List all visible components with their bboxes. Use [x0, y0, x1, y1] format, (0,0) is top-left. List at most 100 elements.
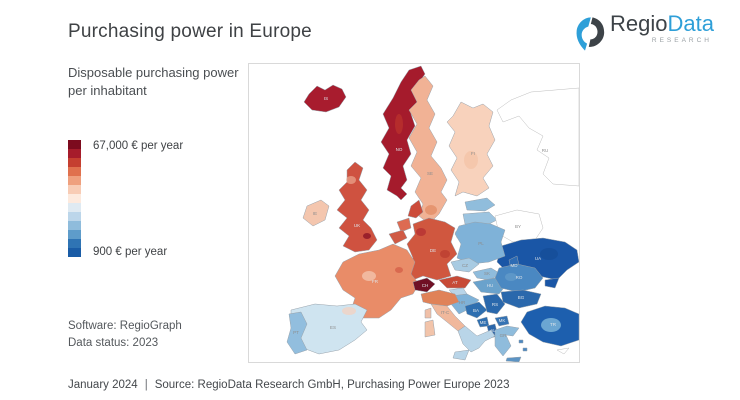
regiodata-wordmark: RegioData RESEARCH: [610, 11, 714, 45]
country-label-cz: CZ: [462, 263, 468, 268]
europe-map-frame: RU IS NO SE FI BY UA MD PL DE UK IE FR ES PT CH AT CZ SK HU…: [248, 63, 580, 363]
region-patch-london-area: [363, 233, 371, 239]
country-gr-aeg1: [518, 339, 524, 344]
country-label-hr: HR: [459, 300, 466, 305]
region-patch-germany-south: [440, 250, 450, 258]
legend-swatch: [68, 221, 81, 230]
country-nl: [396, 217, 412, 233]
country-label-ch: CH: [422, 283, 429, 288]
legend-swatch: [68, 248, 81, 257]
country-rs: [482, 293, 506, 315]
country-label-is: IS: [324, 96, 328, 101]
legend-swatch: [68, 176, 81, 185]
country-label-at: AT: [452, 280, 458, 285]
europe-map: RU IS NO SE FI BY UA MD PL DE UK IE FR ES PT CH AT CZ SK HU…: [286, 65, 579, 362]
legend-swatch: [68, 167, 81, 176]
country-uk: [336, 161, 378, 253]
region-patch-ukraine-east: [540, 248, 558, 260]
country-be: [388, 229, 408, 245]
legend-swatch: [68, 158, 81, 167]
legend-swatch: [68, 149, 81, 158]
regiodata-logo: RegioData RESEARCH: [575, 13, 714, 52]
map-subtitle: Disposable purchasing power per inhabita…: [68, 65, 239, 98]
regiodata-pin-icon: [576, 17, 605, 51]
country-label-ru: RU: [542, 148, 549, 153]
country-gr-crt: [505, 356, 522, 362]
country-it-s: [457, 325, 496, 353]
country-label-rs: RS: [492, 302, 498, 307]
country-cy: [556, 347, 570, 355]
country-label-ie: IE: [313, 211, 317, 216]
country-label-sk: SK: [484, 271, 490, 276]
legend-max-label: 67,000 € per year: [93, 140, 184, 152]
region-patch-finland-mid: [464, 151, 478, 169]
region-patch-sweden-south: [425, 205, 437, 215]
country-fi: [446, 101, 496, 197]
legend-swatch: [68, 185, 81, 194]
legend-min-label: 900 € per year: [93, 246, 168, 258]
legend-swatch: [68, 194, 81, 203]
region-patch-france-centre: [362, 271, 376, 281]
logo-text-research: RESEARCH: [651, 37, 712, 44]
country-label-uk: UK: [354, 223, 360, 228]
country-label-ua: UA: [535, 256, 541, 261]
country-label-me: ME: [480, 320, 487, 325]
legend-swatch: [68, 239, 81, 248]
country-is: [303, 84, 347, 113]
country-ie: [302, 199, 330, 227]
country-label-md: MD: [511, 263, 519, 268]
source-line: January 2024 | Source: RegioData Research …: [68, 379, 509, 391]
country-label-ro: RO: [516, 275, 523, 280]
country-sk: [472, 267, 502, 281]
country-no: [380, 65, 426, 201]
country-label-no: NO: [396, 147, 403, 152]
country-gr: [494, 325, 520, 357]
country-label-ba: BA: [473, 308, 479, 313]
region-patch-spain-northeast: [342, 307, 356, 315]
country-gr-aeg2: [522, 347, 528, 352]
country-label-gr: GR: [500, 333, 508, 338]
country-ru: [496, 87, 579, 187]
country-lv: [462, 211, 498, 227]
country-label-fi: FI: [471, 151, 475, 156]
footer-separator: |: [144, 379, 148, 391]
country-label-al: AL: [490, 328, 496, 333]
country-label-de: DE: [430, 248, 436, 253]
region-patch-romania-centre: [505, 273, 517, 281]
page-title: Purchasing power in Europe: [68, 21, 312, 42]
country-fr: [334, 243, 420, 319]
country-label-se: SE: [427, 171, 433, 176]
country-ee: [464, 197, 496, 212]
legend-swatch: [68, 212, 81, 221]
country-label-fr: FR: [372, 279, 379, 284]
country-pl: [454, 221, 506, 265]
country-mk: [494, 315, 510, 327]
country-ba: [464, 301, 488, 319]
country-label-bg: BG: [518, 295, 525, 300]
region-patch-norway-inland: [395, 114, 403, 134]
logo-text-data: Data: [667, 11, 714, 36]
region-patch-scotland: [346, 176, 356, 184]
legend-swatch: [68, 203, 81, 212]
country-at: [438, 275, 472, 289]
footer-source: Source: RegioData Research GmbH, Purchas…: [154, 379, 510, 391]
legend-color-bar: [68, 140, 81, 257]
country-bg: [500, 289, 542, 309]
country-label-es: ES: [330, 325, 336, 330]
country-label-mk: MK: [499, 318, 506, 323]
country-label-tr: TR: [550, 322, 557, 327]
note-data-status: Data status: 2023: [68, 337, 159, 350]
region-patch-turkey-centre: [541, 318, 561, 332]
note-software: Software: RegioGraph: [68, 320, 182, 332]
logo-text-regio: Regio: [610, 11, 668, 36]
country-pt: [286, 311, 308, 355]
country-ch: [412, 277, 436, 293]
country-label-hu: HU: [487, 283, 494, 288]
country-ro: [494, 263, 544, 293]
legend-swatch: [68, 230, 81, 239]
legend-swatch: [68, 140, 81, 149]
map-notes: Software: RegioGraph Data status: 2023: [68, 318, 182, 353]
country-label-by: BY: [515, 224, 521, 229]
country-it-n: [420, 289, 460, 307]
